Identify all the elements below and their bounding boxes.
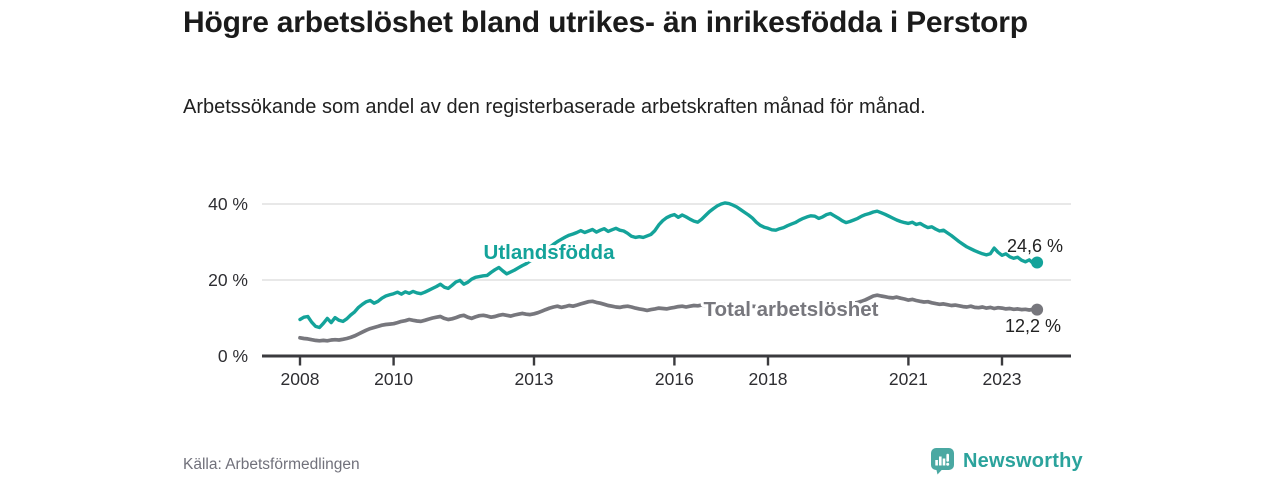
newsworthy-logo[interactable]: Newsworthy [931, 446, 1083, 476]
y-axis-tick-label: 40 % [208, 194, 248, 214]
series-label-total: Total arbetslöshet [703, 298, 878, 321]
y-axis-tick-label: 0 % [218, 346, 248, 366]
x-axis-tick-label: 2013 [515, 369, 554, 389]
x-axis-tick-label: 2023 [983, 369, 1022, 389]
chart-subtitle: Arbetssökande som andel av den registerb… [183, 96, 926, 118]
series-end-label-total: 12,2 % [1005, 316, 1061, 336]
x-axis-tick-label: 2016 [655, 369, 694, 389]
x-axis-tick-label: 2021 [889, 369, 928, 389]
series-line-utlandsfodda [298, 201, 1039, 330]
bar-chart-speech-bubble-icon [931, 447, 954, 474]
x-axis-tick-label: 2010 [374, 369, 413, 389]
newsworthy-wordmark: Newsworthy [963, 449, 1083, 472]
series-label-utlandsfodda: Utlandsfödda [484, 241, 616, 264]
y-axis-tick-label: 20 % [208, 270, 248, 290]
source-attribution: Källa: Arbetsförmedlingen [183, 456, 360, 473]
series-end-label-utlandsfodda: 24,6 % [1007, 236, 1063, 256]
series-end-dot-total [1031, 303, 1044, 316]
series-end-dot-utlandsfodda [1031, 256, 1044, 269]
series-line-total [298, 293, 1039, 343]
x-axis-tick-label: 2018 [749, 369, 788, 389]
x-axis-tick-label: 2008 [281, 369, 320, 389]
chart-title: Högre arbetslöshet bland utrikes- än inr… [183, 6, 1028, 39]
